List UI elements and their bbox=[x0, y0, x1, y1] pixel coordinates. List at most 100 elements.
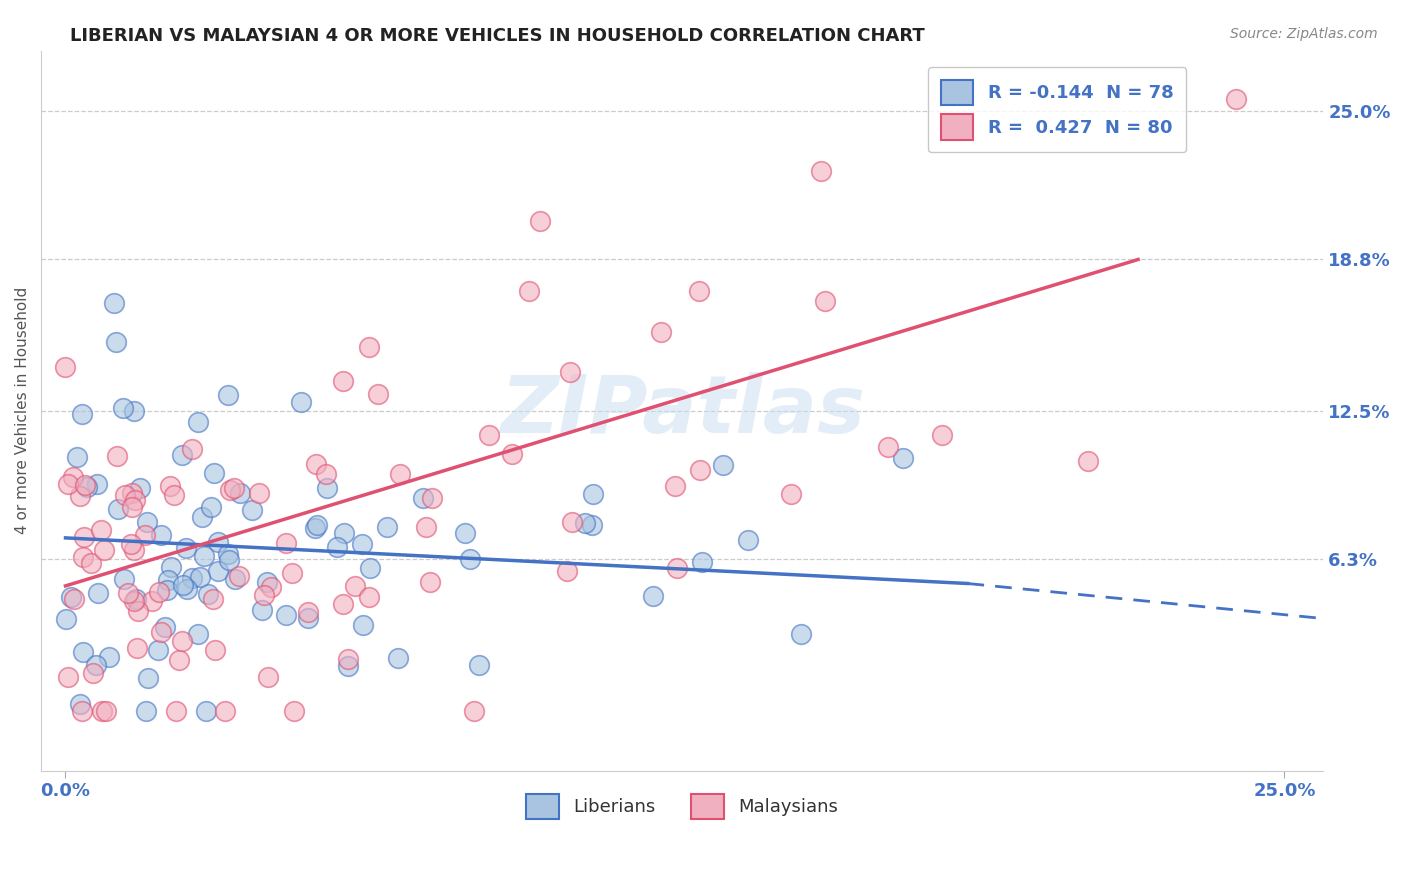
Point bbox=[813, 294, 835, 309]
Point bbox=[181, 571, 204, 585]
Point bbox=[56, 670, 79, 684]
Point bbox=[170, 634, 193, 648]
Point bbox=[688, 284, 710, 298]
Point bbox=[256, 670, 278, 684]
Point bbox=[201, 592, 224, 607]
Point bbox=[193, 549, 215, 564]
Point bbox=[690, 555, 713, 569]
Point bbox=[336, 652, 359, 666]
Point bbox=[218, 552, 240, 566]
Point bbox=[240, 503, 263, 517]
Point bbox=[87, 586, 110, 600]
Point bbox=[125, 591, 148, 606]
Point bbox=[344, 579, 367, 593]
Point bbox=[529, 214, 551, 228]
Point bbox=[197, 587, 219, 601]
Point bbox=[159, 559, 181, 574]
Point bbox=[737, 533, 759, 547]
Point bbox=[200, 500, 222, 514]
Point bbox=[359, 340, 381, 354]
Point bbox=[194, 704, 217, 718]
Point bbox=[276, 607, 298, 622]
Point bbox=[82, 665, 104, 680]
Point bbox=[103, 295, 125, 310]
Point bbox=[148, 584, 170, 599]
Point bbox=[332, 375, 354, 389]
Point bbox=[134, 528, 156, 542]
Point bbox=[136, 671, 159, 685]
Point bbox=[111, 401, 134, 416]
Point bbox=[463, 704, 485, 718]
Point bbox=[315, 467, 337, 481]
Point bbox=[274, 536, 297, 550]
Point bbox=[217, 388, 239, 402]
Point bbox=[150, 625, 173, 640]
Point bbox=[63, 591, 86, 606]
Point bbox=[214, 704, 236, 718]
Point bbox=[332, 597, 354, 611]
Point bbox=[501, 447, 523, 461]
Point bbox=[150, 527, 173, 541]
Point bbox=[135, 704, 157, 718]
Point bbox=[94, 704, 117, 718]
Point bbox=[256, 575, 278, 590]
Point bbox=[1077, 453, 1099, 467]
Point bbox=[135, 516, 157, 530]
Text: LIBERIAN VS MALAYSIAN 4 OR MORE VEHICLES IN HOUSEHOLD CORRELATION CHART: LIBERIAN VS MALAYSIAN 4 OR MORE VEHICLES… bbox=[70, 27, 925, 45]
Point bbox=[219, 483, 242, 497]
Point bbox=[412, 491, 434, 505]
Point bbox=[112, 572, 135, 586]
Point bbox=[290, 395, 312, 409]
Point bbox=[176, 582, 198, 596]
Point bbox=[224, 572, 246, 586]
Point bbox=[711, 458, 734, 473]
Point bbox=[172, 578, 194, 592]
Point bbox=[582, 487, 605, 501]
Point bbox=[69, 698, 91, 712]
Point bbox=[222, 481, 245, 495]
Point bbox=[352, 618, 374, 632]
Point bbox=[188, 570, 211, 584]
Point bbox=[165, 704, 187, 718]
Point bbox=[419, 574, 441, 589]
Point bbox=[259, 580, 281, 594]
Point bbox=[387, 650, 409, 665]
Point bbox=[163, 488, 186, 502]
Point bbox=[207, 535, 229, 549]
Point bbox=[204, 643, 226, 657]
Point bbox=[253, 588, 276, 602]
Point bbox=[172, 448, 194, 462]
Point bbox=[125, 641, 148, 656]
Point bbox=[252, 603, 274, 617]
Y-axis label: 4 or more Vehicles in Household: 4 or more Vehicles in Household bbox=[15, 287, 30, 534]
Point bbox=[357, 590, 380, 604]
Point bbox=[557, 564, 579, 578]
Point bbox=[367, 386, 389, 401]
Point bbox=[307, 518, 329, 533]
Point bbox=[155, 620, 177, 634]
Point bbox=[181, 442, 204, 456]
Point bbox=[121, 486, 143, 500]
Point bbox=[665, 561, 688, 575]
Point bbox=[454, 526, 477, 541]
Point bbox=[104, 334, 127, 349]
Point bbox=[304, 457, 326, 471]
Point bbox=[86, 658, 108, 673]
Point bbox=[186, 627, 208, 641]
Point bbox=[891, 450, 914, 465]
Point bbox=[70, 407, 93, 421]
Point bbox=[389, 467, 412, 481]
Point bbox=[297, 611, 319, 625]
Point bbox=[304, 521, 326, 535]
Point bbox=[90, 523, 112, 537]
Legend: Liberians, Malaysians: Liberians, Malaysians bbox=[519, 787, 845, 827]
Point bbox=[325, 541, 347, 555]
Point bbox=[375, 520, 398, 534]
Text: ZIPatlas: ZIPatlas bbox=[499, 372, 865, 450]
Point bbox=[558, 365, 581, 379]
Point bbox=[350, 537, 373, 551]
Point bbox=[127, 604, 149, 618]
Point bbox=[247, 486, 270, 500]
Point bbox=[359, 561, 381, 575]
Point bbox=[336, 659, 359, 673]
